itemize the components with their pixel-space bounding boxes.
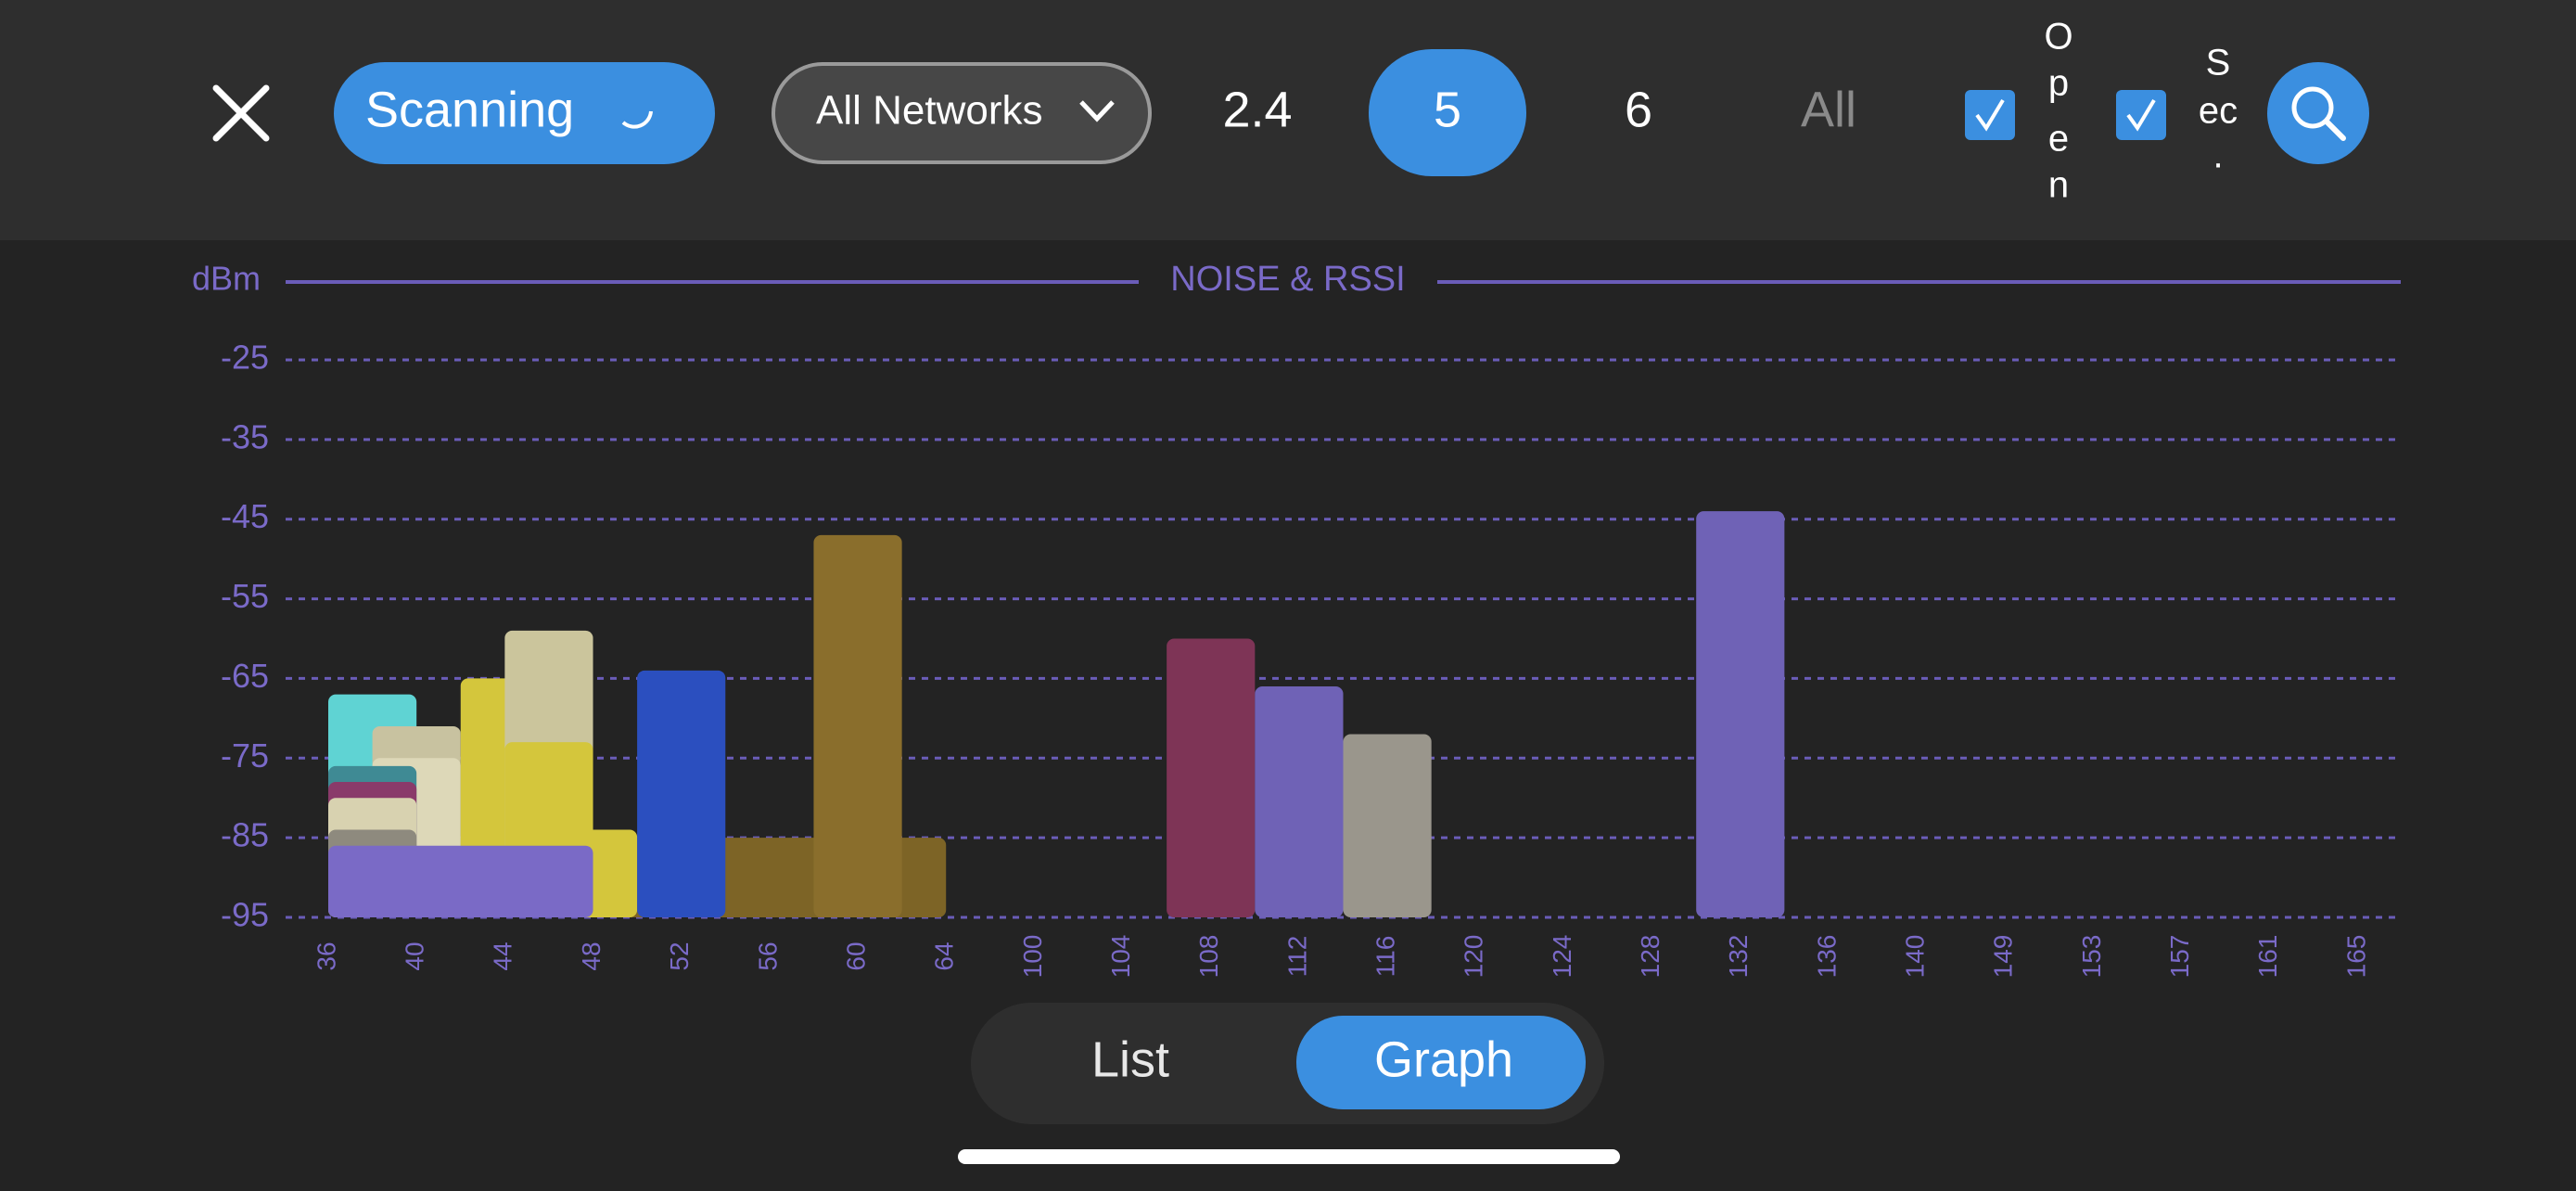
y-tick-label: -85: [221, 816, 269, 854]
bar: [637, 670, 726, 917]
x-tick-label: 132: [1724, 935, 1753, 979]
bar: [1343, 734, 1432, 917]
y-axis-label: dBm: [192, 260, 261, 298]
scan-label: Scanning: [365, 82, 574, 137]
x-tick-label: 112: [1282, 936, 1311, 978]
bar: [328, 845, 593, 917]
x-tick-label: 157: [2165, 935, 2194, 979]
x-tick-label: 100: [1018, 935, 1047, 979]
open-label: p: [2048, 63, 2069, 104]
band-button[interactable]: All: [1801, 82, 1856, 137]
x-tick-label: 136: [1812, 935, 1841, 979]
band-button[interactable]: 2.4: [1222, 82, 1292, 137]
x-tick-label: 140: [1901, 935, 1930, 979]
bar: [813, 534, 902, 917]
search-button[interactable]: [2267, 62, 2369, 164]
x-tick-label: 52: [665, 941, 694, 970]
x-tick-label: 128: [1636, 935, 1664, 979]
x-tick-label: 149: [1989, 935, 2018, 979]
sec-label: S: [2206, 43, 2231, 83]
bar: [1255, 686, 1344, 917]
x-tick-label: 48: [577, 941, 606, 970]
network-filter-label: All Networks: [816, 88, 1043, 134]
x-tick-label: 104: [1106, 935, 1135, 979]
x-tick-label: 116: [1371, 936, 1399, 978]
scan-button[interactable]: [334, 62, 715, 164]
x-tick-label: 36: [312, 941, 340, 970]
bar: [1696, 511, 1785, 917]
y-tick-label: -45: [221, 497, 269, 535]
x-tick-label: 108: [1194, 935, 1223, 979]
graph-tab-active[interactable]: [1296, 1016, 1586, 1109]
x-tick-label: 64: [930, 941, 959, 970]
band-button[interactable]: 5: [1434, 82, 1461, 137]
x-tick-label: 161: [2253, 935, 2282, 979]
open-label: O: [2044, 17, 2072, 58]
x-tick-label: 165: [2341, 935, 2370, 979]
search-icon: [2324, 119, 2346, 141]
open-checkbox[interactable]: [1965, 90, 2015, 140]
list-tab[interactable]: List: [1091, 1031, 1169, 1087]
y-tick-label: -25: [221, 339, 269, 377]
x-tick-label: 124: [1548, 935, 1576, 979]
band-selected[interactable]: [1369, 49, 1526, 176]
spinner: [621, 110, 653, 129]
chart-title: NOISE & RSSI: [1170, 260, 1405, 299]
check: [1975, 98, 2005, 132]
close-button[interactable]: [212, 84, 270, 142]
x-tick-label: 60: [841, 941, 870, 970]
x-tick-label: 56: [753, 941, 782, 970]
y-tick-label: -65: [221, 657, 269, 695]
search-icon: [2291, 86, 2334, 129]
plot: -25 -35 -45 -55 -65 -75 -85 -95 36 40 44 48 52 56 60 64…: [221, 339, 2401, 979]
x-tick-label: 120: [1460, 935, 1488, 979]
open-label: e: [2048, 119, 2069, 160]
open-label: n: [2048, 165, 2069, 206]
x-tick-label: 44: [489, 941, 517, 970]
bar: [1167, 638, 1256, 917]
y-tick-label: -75: [221, 736, 269, 775]
sec-checkbox[interactable]: [2116, 90, 2166, 140]
graph-tab[interactable]: Graph: [1374, 1031, 1513, 1087]
check: [2126, 98, 2156, 132]
x-tick-label: 153: [2077, 935, 2106, 979]
sec-label: .: [2213, 135, 2223, 176]
band-button[interactable]: 6: [1625, 82, 1652, 137]
y-tick-label: -95: [221, 896, 269, 934]
home-indicator: [958, 1149, 1620, 1164]
x-tick-label: 40: [401, 941, 429, 970]
dropdown-arrow: [1079, 100, 1115, 122]
y-tick-label: -55: [221, 577, 269, 615]
sec-label: ec: [2199, 91, 2238, 132]
y-tick-label: -35: [221, 417, 269, 455]
network-filter[interactable]: [772, 62, 1152, 164]
